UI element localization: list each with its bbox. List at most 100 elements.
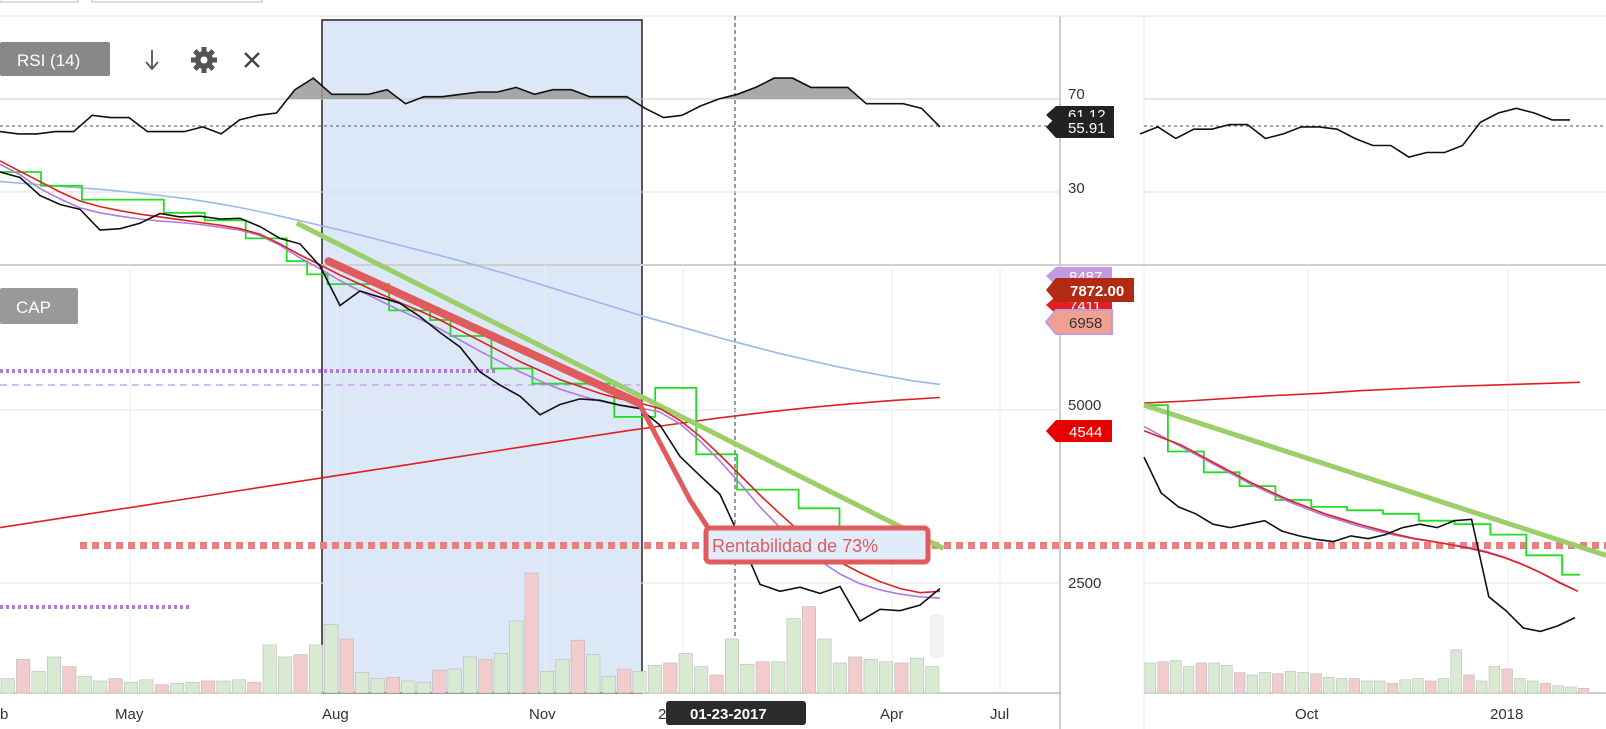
volume-bar [62, 666, 77, 694]
volume-bar [308, 644, 323, 694]
volume-bar-right [1514, 678, 1526, 694]
rsi-panel [0, 77, 1570, 158]
rsi-line-right [1139, 107, 1570, 158]
volume-bar [139, 679, 154, 694]
volume-bar [123, 681, 138, 694]
volume-bar [555, 659, 570, 694]
volume-bar [925, 666, 940, 694]
volume-bar-right [1259, 672, 1271, 694]
price-tag-1: 7872.00 [1046, 278, 1134, 302]
volume-bar [617, 668, 632, 694]
volume-bar-right [1297, 672, 1309, 694]
ma-200-line [0, 396, 941, 529]
volume-bar [540, 671, 555, 694]
volume-bar-right [1577, 687, 1590, 694]
volume-bar [740, 663, 755, 694]
cap-header: CAP [0, 288, 78, 324]
volume-bar-right [1348, 678, 1360, 694]
volume-bar-right [1565, 686, 1577, 694]
price-tag-3: 6958 [1044, 309, 1113, 335]
volume-bar [154, 684, 169, 694]
svg-text:6958: 6958 [1069, 315, 1102, 332]
gear-icon[interactable] [191, 47, 217, 73]
volume-bar [324, 624, 339, 694]
volume-bar [647, 665, 662, 694]
volume-bar [663, 662, 678, 694]
top-tab-right[interactable] [91, 0, 263, 3]
volume-bar [370, 678, 385, 694]
volume-bar [432, 669, 447, 694]
volume-bar-right [1323, 677, 1335, 694]
volume-bar-right [1182, 666, 1195, 694]
volume-bar-right [1335, 678, 1348, 694]
volume-bar [586, 654, 601, 694]
trend-line-right [1143, 402, 1606, 558]
rsi-label-button[interactable] [0, 42, 110, 76]
volume-bar-right [1386, 683, 1399, 694]
volume-bar-right [1488, 666, 1501, 694]
annotation-box[interactable] [703, 525, 931, 565]
price-tick-5000: 5000 [1068, 397, 1101, 414]
x-axis-labels: b May Aug Nov 2 Apr Jul Oct 2018 01-23-2… [0, 701, 1523, 725]
scroll-handle[interactable] [930, 614, 944, 658]
volume-bar [509, 620, 524, 694]
price-tags: 8487 7411 7872.00 6958 4544 [1044, 267, 1134, 442]
grid [0, 98, 1606, 693]
annotation-text: Rentabilidad de 73% [712, 536, 878, 556]
cap-label: CAP [16, 298, 51, 317]
cap-label-button[interactable] [0, 288, 78, 324]
svg-text:55.91: 55.91 [1068, 120, 1106, 137]
x-tick-0: b [0, 706, 8, 723]
volume-bar [894, 662, 909, 694]
volume-bar [817, 638, 832, 694]
volume-bar [355, 672, 370, 694]
volume-bar-right [1221, 665, 1233, 694]
svg-text:01-23-2017: 01-23-2017 [690, 706, 767, 723]
volume-bar-right [1195, 662, 1208, 694]
top-tab-left[interactable] [0, 0, 79, 3]
volume-bar [771, 661, 786, 694]
close-icon[interactable] [244, 52, 260, 68]
volume-bar [524, 572, 539, 694]
rsi-level-70: 70 [1068, 86, 1085, 103]
chart-structure [0, 15, 1606, 729]
x-tick-1: May [115, 706, 144, 723]
volume-bar [216, 680, 231, 694]
volume-bar-right [1463, 674, 1475, 694]
volume-bar-right [1437, 678, 1450, 694]
volume-bar [46, 656, 61, 694]
rsi-label: RSI (14) [17, 51, 80, 70]
x-tick-5: Apr [880, 706, 903, 723]
price-tick-2500: 2500 [1068, 575, 1101, 592]
volume-bar-right [1476, 680, 1488, 694]
volume-bar [339, 638, 354, 694]
volume-bar [31, 671, 46, 694]
volume-bar-right [1272, 673, 1284, 694]
download-icon[interactable] [145, 50, 159, 71]
volume-bar [709, 674, 724, 694]
highlight-range[interactable] [321, 19, 643, 694]
volume-bar-right [1374, 680, 1386, 694]
volume-bar [108, 678, 123, 694]
volume-bar-right [1144, 662, 1157, 694]
volume-bar [262, 644, 277, 694]
volume-bar [724, 638, 739, 694]
volume-bar-right [1208, 662, 1220, 694]
ma-mid-line-right [1143, 425, 1576, 591]
volume-bar [16, 659, 31, 694]
volume-bar [678, 653, 693, 694]
ma-long-line [0, 180, 941, 386]
return-annotation: Rentabilidad de 73% [703, 525, 931, 565]
volume-bar-right [1539, 683, 1552, 694]
rsi-marker-value: 55.91 [1046, 117, 1114, 138]
ma-short-line [0, 160, 941, 594]
x-tick-right-1: 2018 [1490, 706, 1523, 723]
volume-bar [863, 659, 878, 694]
volume-bar [201, 680, 216, 694]
volume-bar [755, 661, 770, 694]
rsi-level-30: 30 [1068, 180, 1085, 197]
volume-bar [231, 679, 246, 694]
rsi-line [0, 77, 941, 135]
volume-bar-right [1170, 660, 1182, 694]
volume-bar [416, 681, 431, 694]
